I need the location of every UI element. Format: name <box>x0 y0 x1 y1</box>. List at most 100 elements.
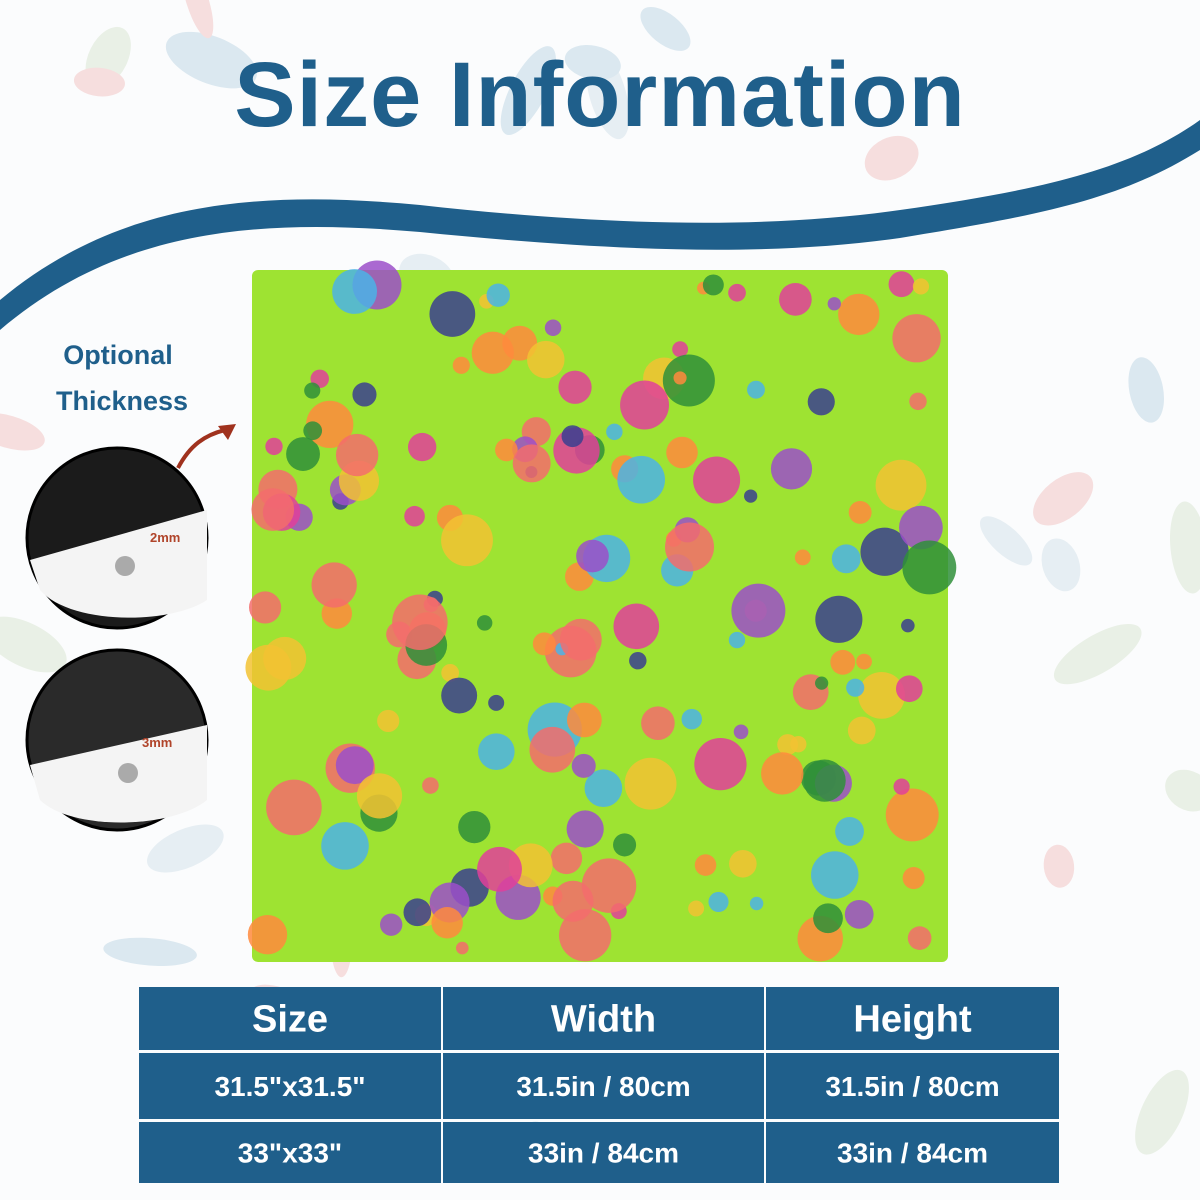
pattern-motif <box>815 595 863 643</box>
pattern-motif <box>902 867 925 890</box>
pattern-motif <box>441 677 478 714</box>
pattern-motif <box>486 283 510 307</box>
pattern-motif <box>559 909 612 962</box>
leaf <box>864 135 919 181</box>
pattern-motif <box>807 388 835 416</box>
pattern-motif <box>335 433 379 477</box>
pattern-motif <box>672 341 689 358</box>
pattern-motif <box>902 540 957 595</box>
pattern-motif <box>265 437 283 456</box>
pattern-motif <box>249 591 282 624</box>
leaf <box>73 67 125 97</box>
pattern-motif <box>476 615 493 631</box>
pattern-motif <box>909 392 927 411</box>
pattern-motif <box>731 583 786 638</box>
pattern-motif <box>576 539 609 573</box>
pattern-motif <box>673 371 687 385</box>
leaf <box>1041 538 1081 592</box>
arrow-head <box>218 424 236 440</box>
pattern-motif <box>629 651 647 670</box>
table-value: 31.5"x31.5" <box>214 1071 365 1102</box>
pattern-motif <box>830 649 856 675</box>
pattern-motif <box>747 380 765 399</box>
thickness-sample: 2mm 3mm <box>25 446 209 832</box>
pattern-motif <box>895 675 923 703</box>
pattern-motif <box>455 941 469 955</box>
pattern-motif <box>356 773 403 819</box>
pattern-motif <box>477 846 522 892</box>
pattern-motif <box>794 549 811 566</box>
table-value: 31.5in / 80cm <box>516 1071 690 1102</box>
pattern-motif <box>321 822 369 870</box>
pattern-motif <box>566 810 604 848</box>
pattern-motif <box>286 437 320 471</box>
pattern-motif <box>666 436 698 469</box>
pattern-motif <box>303 421 323 441</box>
pattern-motif <box>728 283 746 302</box>
pattern-motif <box>561 425 584 448</box>
pattern-motif <box>790 736 807 753</box>
title: Size Information <box>234 44 966 146</box>
pattern-motif <box>729 849 757 878</box>
pattern-motif <box>728 631 746 649</box>
pattern-motif <box>571 753 596 778</box>
pattern-motif <box>550 842 583 875</box>
pattern-motif <box>532 632 556 656</box>
pattern-motif <box>311 562 357 608</box>
pattern-motif <box>478 733 515 770</box>
column-header: Width <box>551 999 656 1041</box>
pattern-motif <box>813 903 843 934</box>
pattern-motif <box>620 380 670 430</box>
pattern-motif <box>529 726 576 773</box>
table-value: 33in / 84cm <box>528 1138 679 1169</box>
thickness-title: Optional <box>63 340 173 370</box>
pattern-motif <box>665 522 715 572</box>
pattern-motif <box>558 370 592 404</box>
leaf <box>1033 472 1094 526</box>
leaf <box>1053 623 1142 685</box>
pattern-motif <box>662 354 715 407</box>
pattern-motif <box>770 448 813 490</box>
mat-pattern <box>245 260 957 962</box>
pattern-motif <box>332 269 378 314</box>
pattern-motif <box>846 678 865 697</box>
pattern-motif <box>352 382 377 407</box>
pattern-motif <box>452 356 470 374</box>
leaf <box>1169 501 1200 594</box>
pattern-motif <box>893 778 910 795</box>
leaf <box>181 0 214 39</box>
leaf <box>1128 357 1165 423</box>
pattern-motif <box>377 709 400 733</box>
leaf <box>147 824 224 873</box>
pattern-motif <box>488 694 505 711</box>
pattern-motif <box>811 851 859 899</box>
leaf <box>1135 1069 1189 1155</box>
table-cell <box>139 987 441 1050</box>
pattern-motif <box>624 757 677 810</box>
pattern-motif <box>552 880 594 922</box>
pattern-motif <box>844 899 874 929</box>
coin <box>115 556 135 576</box>
pattern-motif <box>688 900 705 917</box>
pattern-motif <box>559 618 602 661</box>
leaf <box>500 46 556 135</box>
pattern-motif <box>441 514 493 567</box>
pattern-motif <box>581 858 637 913</box>
column-header: Size <box>252 999 328 1041</box>
table-cell <box>139 1122 441 1183</box>
pattern-motif <box>831 544 861 574</box>
column-header: Height <box>853 999 972 1041</box>
pattern-motif <box>471 331 514 374</box>
pattern-motif <box>901 618 915 633</box>
table-value: 31.5in / 80cm <box>825 1071 999 1102</box>
leaf <box>103 937 197 966</box>
table-cell <box>766 1122 1059 1183</box>
leaf <box>0 616 67 673</box>
leaf <box>564 45 621 80</box>
pattern-motif <box>779 283 812 316</box>
pattern-motif <box>495 438 518 462</box>
table-cell <box>443 987 764 1050</box>
pattern-motif <box>815 676 829 690</box>
coin <box>118 763 138 783</box>
